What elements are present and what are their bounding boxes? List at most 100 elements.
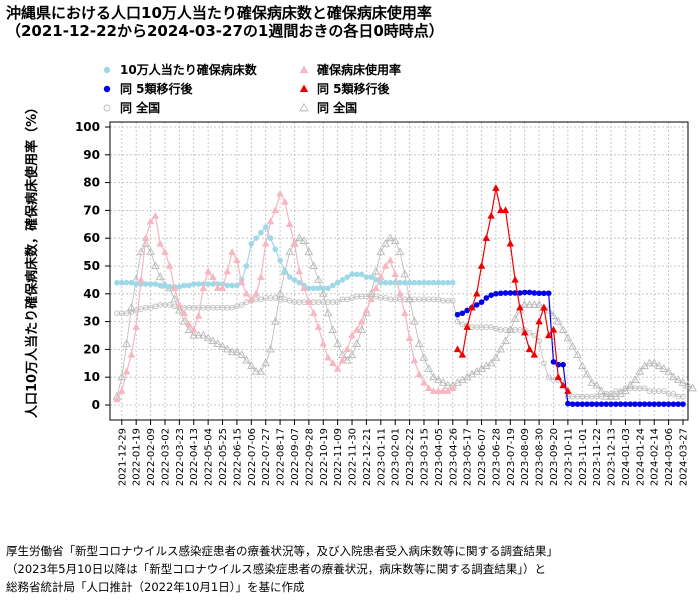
data-point	[425, 279, 432, 286]
legend-label: 同 全国	[120, 100, 160, 115]
x-tick-label: 2023-04-26	[448, 428, 459, 486]
data-point	[651, 401, 658, 407]
data-point	[272, 246, 279, 253]
x-tick-label: 2022-07-06	[247, 428, 258, 486]
data-point	[589, 401, 595, 407]
source-line-3: 総務省統計局「人口推計（2022年10月1日）」を基に作成	[6, 580, 305, 594]
data-point	[282, 268, 288, 275]
data-point	[152, 281, 159, 287]
data-point	[348, 331, 356, 339]
data-point	[151, 261, 160, 270]
data-point	[213, 339, 223, 347]
data-point	[683, 380, 693, 389]
x-tick-label: 2022-05-25	[218, 428, 229, 486]
data-point	[155, 272, 165, 281]
data-point	[233, 256, 241, 264]
data-point	[357, 317, 366, 325]
data-point	[386, 256, 395, 264]
data-point	[429, 372, 438, 381]
data-point	[333, 364, 342, 372]
data-point	[175, 305, 184, 314]
x-tick-label: 2022-09-28	[304, 428, 315, 486]
data-point	[319, 339, 327, 347]
data-point	[147, 281, 154, 287]
data-point	[397, 279, 403, 286]
data-point	[617, 401, 624, 407]
data-point	[354, 271, 360, 278]
data-point	[493, 291, 499, 297]
data-point	[281, 198, 289, 205]
data-point	[114, 279, 120, 286]
y-tick-label: 50	[83, 259, 100, 273]
data-point	[141, 239, 151, 247]
data-point	[199, 284, 208, 291]
data-point	[526, 289, 533, 296]
data-point	[262, 224, 269, 230]
data-point	[406, 279, 413, 286]
data-point	[603, 401, 610, 407]
data-point	[194, 312, 203, 319]
data-point	[142, 234, 150, 241]
data-point	[203, 333, 213, 342]
data-point	[362, 306, 371, 314]
x-tick-label: 2022-03-02	[160, 428, 171, 486]
data-point	[541, 360, 547, 367]
x-tick-label: 2023-11-01	[578, 428, 589, 486]
data-point	[565, 400, 571, 407]
x-tick-label: 2022-12-21	[362, 428, 373, 486]
data-point	[530, 350, 539, 358]
data-point	[238, 302, 245, 308]
legend-label: 同 5類移行後	[120, 81, 194, 96]
data-point	[507, 290, 514, 296]
data-point	[430, 279, 437, 286]
y-tick-label: 70	[83, 203, 100, 217]
x-tick-label: 2022-06-15	[232, 428, 243, 486]
data-point	[329, 359, 337, 367]
legend-marker	[103, 104, 111, 112]
data-point	[338, 356, 347, 364]
data-point	[166, 261, 174, 269]
data-point	[190, 325, 198, 333]
data-point	[569, 401, 576, 407]
data-point	[299, 236, 309, 244]
data-point	[497, 290, 504, 297]
data-point	[324, 353, 332, 361]
data-point	[186, 282, 192, 289]
data-point	[123, 279, 130, 286]
data-point	[410, 316, 419, 325]
data-point	[564, 387, 572, 394]
data-point	[251, 366, 261, 375]
x-tick-label: 2022-05-04	[204, 428, 215, 486]
data-point	[395, 247, 405, 256]
data-point	[549, 325, 558, 333]
legend-marker	[103, 85, 111, 93]
x-tick-label: 2024-02-14	[650, 428, 661, 486]
data-point	[190, 281, 197, 287]
data-point	[587, 378, 597, 386]
data-point	[242, 355, 251, 364]
data-point	[488, 292, 494, 298]
data-point	[439, 387, 447, 394]
x-tick-label: 2023-06-07	[477, 428, 488, 486]
data-point	[261, 358, 270, 367]
data-point	[521, 289, 528, 296]
data-point	[334, 279, 341, 286]
data-point	[343, 345, 351, 353]
data-point	[353, 325, 361, 333]
y-tick-label: 80	[83, 176, 100, 190]
data-point	[665, 401, 672, 407]
data-point	[516, 303, 524, 311]
data-point	[113, 395, 121, 403]
data-point	[349, 271, 355, 278]
data-point	[170, 284, 179, 291]
data-point	[229, 282, 235, 289]
y-tick-label: 60	[83, 231, 100, 245]
data-point	[608, 391, 614, 397]
data-point	[454, 311, 461, 318]
data-point	[632, 401, 638, 407]
x-tick-label: 2024-01-03	[621, 428, 632, 486]
data-point	[414, 339, 424, 347]
data-point	[536, 290, 542, 297]
data-point	[502, 290, 509, 296]
data-point	[261, 239, 270, 247]
